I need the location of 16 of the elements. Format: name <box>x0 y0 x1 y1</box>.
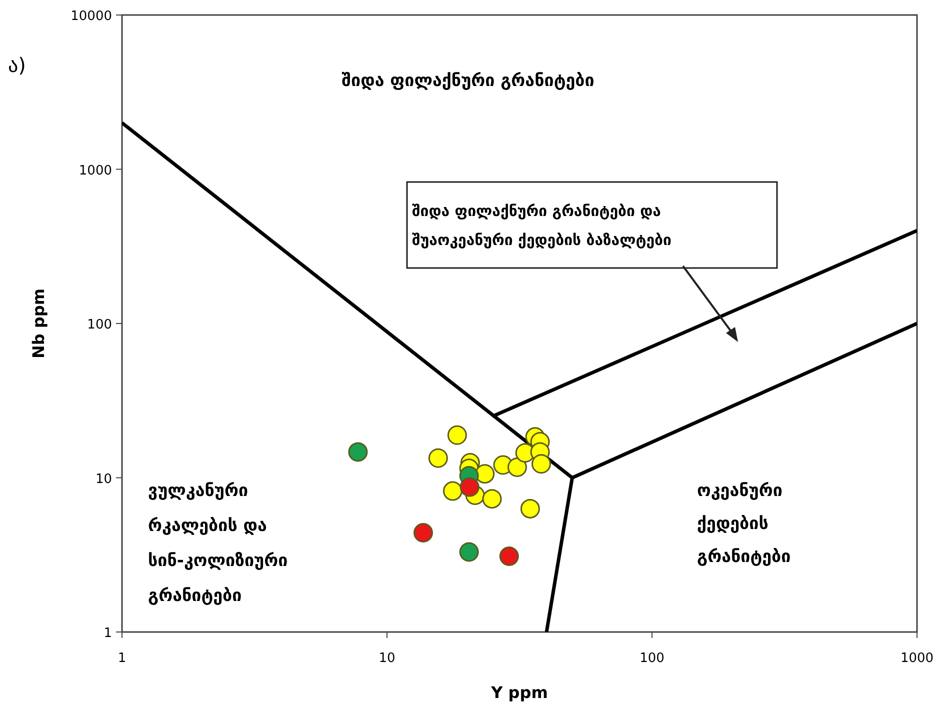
annotation: შიდა ფილაქნური გრანიტები და შუაოკეანური ქედების ბაზალტები <box>412 202 672 249</box>
x-tick-label: 100 <box>640 651 664 666</box>
text: ა) <box>8 53 26 77</box>
y-tick-label: 1 <box>104 626 112 641</box>
y-tick-label: 10000 <box>70 9 112 24</box>
y-tick-label: 1000 <box>78 163 112 178</box>
annotation: შიდა ფილაქნური გრანიტები <box>342 71 594 91</box>
x-axis-title: Y ppm <box>490 683 548 702</box>
annotation: ოკეანური ქედების გრანიტები <box>697 481 791 567</box>
x-tick-label: 1 <box>118 651 126 666</box>
x-tick-label: 1000 <box>900 651 934 666</box>
x-tick-label: 10 <box>378 651 396 666</box>
y-axis-title: Nb ppm <box>29 288 48 358</box>
y-tick-label: 10 <box>95 472 112 487</box>
annotation: ვულკანური რკალების და სინ-კოლიზიური გრანიტები <box>148 481 288 606</box>
y-tick-label: 100 <box>87 318 112 332</box>
